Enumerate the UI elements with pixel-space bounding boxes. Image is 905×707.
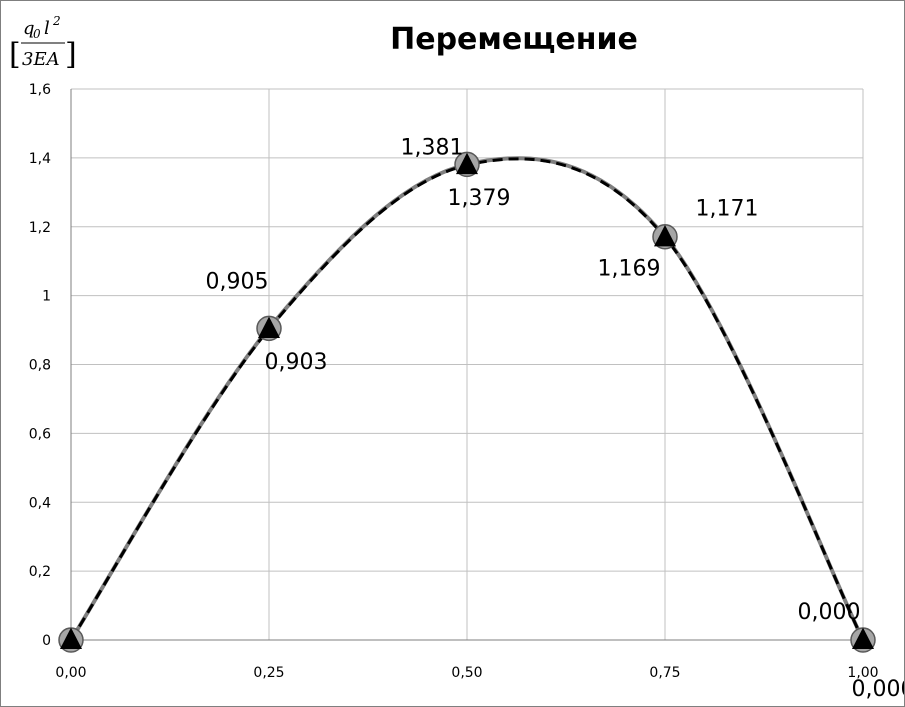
y-tick-label: 1,2 — [29, 220, 51, 236]
x-tick-label: 1,00 — [847, 665, 878, 681]
y-tick-label: 0,6 — [29, 426, 51, 442]
data-label-triangle: 0,000 — [852, 677, 904, 702]
chart-title: Перемещение — [390, 22, 638, 57]
y-tick-label: 0 — [42, 633, 51, 649]
y-tick-label: 0,4 — [29, 495, 51, 511]
triangle-marker — [258, 316, 280, 339]
x-tick-label: 0,75 — [649, 665, 680, 681]
y-tick-label: 1,4 — [29, 151, 51, 167]
y-tick-label: 0,8 — [29, 358, 51, 374]
triangle-marker — [456, 152, 478, 175]
x-tick-label: 0,50 — [451, 665, 482, 681]
unit-numerator-l: l — [44, 18, 50, 39]
data-label-circle: 1,381 — [401, 135, 464, 160]
data-label-triangle: 1,169 — [598, 256, 661, 281]
data-label-circle: 0,905 — [206, 269, 269, 294]
unit-numerator-sub: 0 — [33, 27, 41, 41]
y-tick-label: 1,6 — [29, 82, 51, 98]
series — [58, 151, 876, 653]
axes: 0 0,2 0,4 0,6 0,8 1 1,2 1,4 1,6 0,00 0,25 0,50 0,75 1… — [29, 82, 879, 681]
data-label-triangle: 0,903 — [265, 350, 328, 375]
triangle-marker — [60, 627, 82, 649]
x-tick-label: 0,00 — [55, 665, 86, 681]
y-axis-unit-label: [ q 0 l 2 3EA ] — [9, 14, 77, 72]
triangle-marker — [654, 225, 676, 247]
x-tick-label: 0,25 — [253, 665, 284, 681]
unit-bracket-left: [ — [9, 37, 21, 72]
data-label-triangle: 1,379 — [448, 186, 511, 211]
unit-denominator: 3EA — [22, 49, 60, 70]
unit-numerator-q: q — [23, 18, 35, 39]
y-tick-label: 0,2 — [29, 564, 51, 580]
unit-bracket-right: ] — [65, 37, 77, 72]
unit-numerator-sup: 2 — [52, 14, 61, 28]
triangle-marker — [852, 627, 874, 649]
data-label-circle: 0,000 — [798, 600, 861, 625]
data-label-circle: 1,171 — [696, 197, 759, 222]
y-tick-label: 1 — [42, 289, 51, 305]
data-labels: 0,905 1,381 1,171 0,000 0,903 1,379 1,169 0,000 — [206, 135, 904, 702]
